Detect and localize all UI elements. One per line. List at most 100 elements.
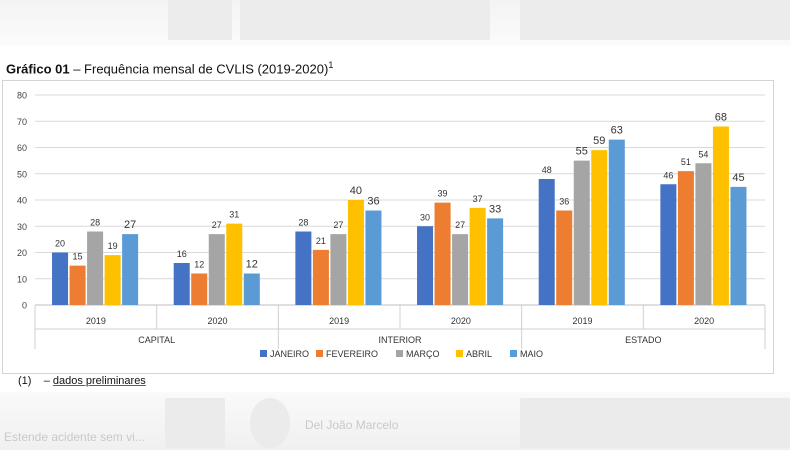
legend-label: MAIO <box>520 349 543 359</box>
data-label: 16 <box>177 249 187 259</box>
legend-label: JANEIRO <box>270 349 309 359</box>
data-label: 31 <box>229 210 239 220</box>
background-thumbnail <box>165 398 225 448</box>
background-caption: Estende acidente sem vi... <box>4 430 145 444</box>
legend-label: MARÇO <box>406 349 440 359</box>
chart-title: Gráfico 01 – Frequência mensal de CVLIS … <box>6 60 333 76</box>
bar <box>573 160 590 305</box>
data-label: 12 <box>194 260 204 270</box>
footnote-text: dados preliminares <box>52 375 146 387</box>
data-label: 21 <box>316 236 326 246</box>
bar <box>87 231 104 305</box>
bar <box>730 186 747 305</box>
data-label: 20 <box>55 239 65 249</box>
data-label: 27 <box>455 220 465 230</box>
bar <box>208 234 225 305</box>
data-label: 46 <box>663 170 673 180</box>
y-tick-label: 10 <box>17 274 27 284</box>
bar <box>226 223 243 305</box>
data-label: 28 <box>298 218 308 228</box>
bar <box>295 231 312 305</box>
bar <box>104 255 121 305</box>
legend-swatch <box>456 350 463 357</box>
x-group-label: ESTADO <box>625 335 661 345</box>
background-banner <box>520 398 790 448</box>
y-tick-label: 40 <box>17 196 27 206</box>
data-label: 30 <box>420 212 430 222</box>
background-thumbnail <box>168 0 232 40</box>
legend-swatch <box>510 350 517 357</box>
data-label: 51 <box>681 157 691 167</box>
y-tick-label: 30 <box>17 222 27 232</box>
x-tick-label: 2020 <box>451 316 471 326</box>
data-label: 12 <box>246 259 258 271</box>
data-label: 33 <box>489 203 501 215</box>
data-label: 37 <box>473 194 483 204</box>
legend-swatch <box>396 350 403 357</box>
chart-area: 0 10 20 30 40 50 60 70 80 20 15 28 19 27 16 12 27 31 12 28 2… <box>2 80 774 374</box>
chart-title-prefix: Gráfico 01 <box>6 61 70 77</box>
x-group-label: INTERIOR <box>378 335 422 345</box>
background-post-header <box>240 0 490 40</box>
bar <box>347 200 364 305</box>
y-tick-label: 0 <box>22 301 27 311</box>
legend-swatch <box>316 350 323 357</box>
x-group-label: CAPITAL <box>138 335 175 345</box>
x-tick-label: 2019 <box>329 316 349 326</box>
bar <box>417 226 434 305</box>
bar <box>69 265 86 305</box>
data-label: 27 <box>124 219 136 231</box>
bar <box>173 263 190 305</box>
bar <box>556 210 573 305</box>
data-label: 39 <box>438 189 448 199</box>
bar <box>191 273 208 305</box>
y-tick-label: 70 <box>17 117 27 127</box>
chart-title-text: – Frequência mensal de CVLIS (2019-2020) <box>69 61 329 77</box>
data-label: 40 <box>350 185 362 197</box>
bar <box>608 139 625 305</box>
data-label: 36 <box>367 196 379 208</box>
data-label: 54 <box>698 149 708 159</box>
bar <box>312 249 329 305</box>
legend-label: ABRIL <box>466 349 492 359</box>
bar <box>52 252 69 305</box>
background-banner <box>520 0 790 40</box>
background-footer-strip <box>0 392 790 450</box>
data-label: 63 <box>611 125 623 137</box>
bar <box>122 234 139 305</box>
x-tick-label: 2020 <box>694 316 714 326</box>
y-tick-label: 50 <box>17 169 27 179</box>
data-label: 68 <box>715 112 727 124</box>
bar <box>538 179 555 305</box>
data-label: 28 <box>90 218 100 228</box>
bar <box>677 171 694 305</box>
bar <box>452 234 469 305</box>
bar <box>487 218 504 305</box>
bar <box>243 273 260 305</box>
bar <box>695 163 712 305</box>
footnote-dash: – <box>43 375 53 387</box>
bar <box>434 202 451 305</box>
data-label: 45 <box>732 172 744 184</box>
footnote-marker: (1) <box>18 375 32 387</box>
bar <box>330 234 347 305</box>
data-label: 27 <box>212 220 222 230</box>
data-label: 27 <box>333 220 343 230</box>
bar <box>365 210 382 305</box>
data-label: 36 <box>559 197 569 207</box>
bar <box>591 150 608 305</box>
data-label: 55 <box>576 146 588 158</box>
x-tick-label: 2020 <box>207 316 227 326</box>
bar <box>469 207 486 305</box>
chart-title-superscript: 1 <box>328 60 334 70</box>
data-label: 19 <box>108 241 118 251</box>
data-label: 59 <box>593 135 605 147</box>
legend-swatch <box>260 350 267 357</box>
data-label: 48 <box>542 165 552 175</box>
bar-chart: 0 10 20 30 40 50 60 70 80 20 15 28 19 27 16 12 27 31 12 28 2… <box>17 91 766 359</box>
background-author: Del João Marcelo <box>305 418 399 432</box>
bar <box>660 184 677 305</box>
background-avatar <box>250 398 290 448</box>
footnote: (1) – dados preliminares <box>18 375 146 387</box>
y-tick-label: 20 <box>17 248 27 258</box>
